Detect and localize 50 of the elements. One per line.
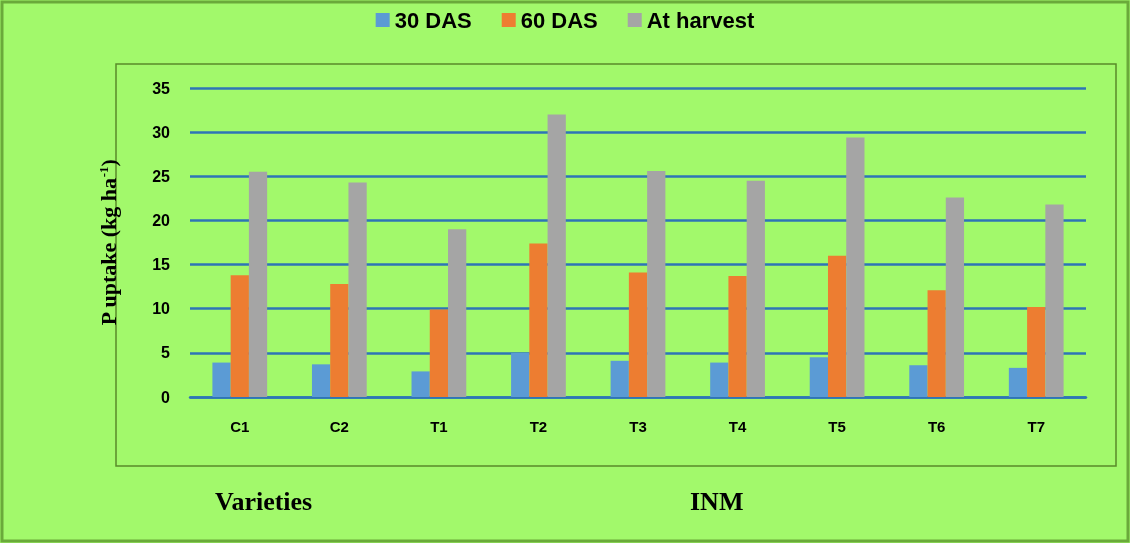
x-tick-label: T2 <box>529 418 548 435</box>
bar <box>411 371 430 397</box>
text: INM <box>690 486 744 516</box>
y-tick-label: 25 <box>152 167 171 185</box>
bar <box>710 362 729 397</box>
bar <box>1008 367 1028 397</box>
x-tick-label: T4 <box>728 418 747 435</box>
bar <box>529 243 548 397</box>
legend-label: 60 DAS <box>520 7 598 33</box>
legend-label: 30 DAS <box>394 7 472 33</box>
text: Varieties <box>215 486 313 516</box>
bar <box>909 365 928 397</box>
x-tick-label: T5 <box>828 418 846 435</box>
x-tick-label: T7 <box>1027 418 1045 435</box>
y-tick-label: 15 <box>152 256 171 274</box>
bar <box>927 290 946 397</box>
bar <box>348 182 367 397</box>
y-axis-title: P uptake (kg ha-1) <box>96 159 121 326</box>
y-tick-label: 35 <box>152 79 171 97</box>
bar <box>647 170 666 397</box>
bar <box>511 352 530 397</box>
bar <box>448 229 467 397</box>
bar <box>945 197 965 397</box>
y-tick-label: 10 <box>152 300 171 318</box>
bar <box>429 309 449 397</box>
bar <box>610 360 629 397</box>
bar <box>311 364 331 397</box>
bar <box>628 272 648 397</box>
x-tick-label: T1 <box>430 418 448 435</box>
y-tick-label: 20 <box>152 211 171 229</box>
x-tick-label: C2 <box>329 418 349 435</box>
legend-label: At harvest <box>646 7 755 33</box>
bar <box>248 171 268 397</box>
bar <box>728 276 747 397</box>
y-tick-label: 0 <box>161 388 171 406</box>
bar <box>1045 204 1064 397</box>
x-tick-label: T3 <box>629 418 647 435</box>
bar <box>1027 306 1046 397</box>
y-tick-label: 30 <box>152 123 171 141</box>
bar <box>746 180 765 397</box>
bar <box>330 283 349 397</box>
bar <box>230 275 249 397</box>
bar <box>547 114 566 397</box>
bar <box>809 357 828 397</box>
x-tick-label: C1 <box>230 418 250 435</box>
bar <box>846 137 865 397</box>
x-tick-label: T6 <box>927 418 946 435</box>
bar <box>827 255 847 397</box>
y-tick-label: 5 <box>161 344 171 362</box>
bar <box>212 362 231 397</box>
